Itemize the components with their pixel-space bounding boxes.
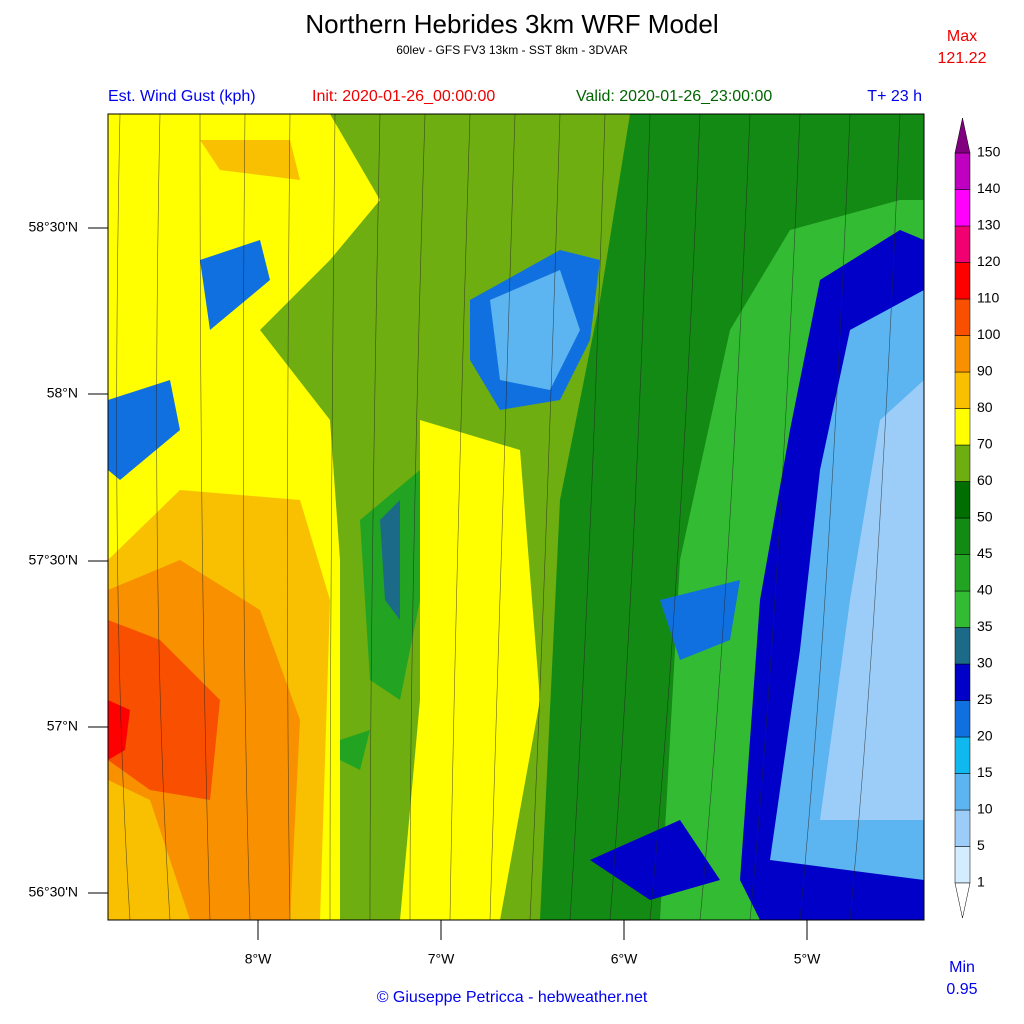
- colorbar-label: 120: [977, 253, 1001, 269]
- colorbar-label: 60: [977, 472, 993, 488]
- colorbar-box: [954, 517, 971, 555]
- colorbar-box: [954, 225, 971, 263]
- colorbar-box: [954, 298, 971, 336]
- colorbar-label: 20: [977, 728, 993, 744]
- lat-label: 56°30'N: [28, 884, 78, 900]
- map-frame: [107, 113, 925, 921]
- colorbar-label: 110: [977, 290, 1000, 306]
- subtitle: 60lev - GFS FV3 13km - SST 8km - 3DVAR: [396, 43, 628, 57]
- colorbar-label: 70: [977, 436, 993, 452]
- footer: © Giuseppe Petricca - hebweather.net: [377, 989, 648, 1006]
- forecast-hour: T+ 23 h: [867, 88, 922, 105]
- colorbar-label: 1: [977, 874, 985, 890]
- lat-label: 57°30'N: [28, 552, 78, 568]
- colorbar-label: 45: [977, 545, 993, 561]
- init-label: Init: 2020-01-26_00:00:00: [312, 88, 495, 105]
- lon-label: 5°W: [794, 951, 821, 967]
- colorbar-box: [954, 481, 971, 519]
- colorbar-box: [954, 773, 971, 811]
- colorbar-label: 5: [977, 837, 985, 853]
- lat-label: 58°N: [47, 385, 78, 401]
- colorbar-box: [954, 809, 971, 847]
- colorbar-label: 140: [977, 180, 1001, 196]
- colorbar-label: 10: [977, 801, 993, 817]
- lat-label: 58°30'N: [28, 219, 78, 235]
- colorbar-label: 40: [977, 582, 993, 598]
- colorbar-box: [954, 189, 971, 227]
- colorbar-box: [954, 335, 971, 373]
- colorbar-box: [954, 627, 971, 665]
- colorbar-label: 50: [977, 509, 993, 525]
- max-value: 121.22: [938, 50, 987, 67]
- colorbar-label: 90: [977, 363, 993, 379]
- colorbar-label: 35: [977, 618, 993, 634]
- colorbar-box: [954, 408, 971, 446]
- map-field: [108, 114, 924, 920]
- colorbar-box: [954, 262, 971, 300]
- streamlines: [116, 114, 901, 920]
- colorbar-box: [954, 444, 971, 482]
- colorbar-over: [954, 117, 971, 154]
- lat-label: 57°N: [47, 718, 78, 734]
- colorbar-box: [954, 736, 971, 774]
- colorbar-label: 130: [977, 217, 1001, 233]
- colorbar-box: [954, 371, 971, 409]
- colorbar-box: [954, 152, 971, 190]
- colorbar-label: 30: [977, 655, 993, 671]
- colorbar-label: 100: [977, 326, 1001, 342]
- variable-label: Est. Wind Gust (kph): [108, 88, 256, 105]
- lon-label: 7°W: [428, 951, 455, 967]
- colorbar-label: 15: [977, 764, 993, 780]
- colorbar-label: 25: [977, 691, 993, 707]
- colorbar-box: [954, 663, 971, 701]
- colorbar-under: [954, 882, 971, 919]
- colorbar-box: [954, 590, 971, 628]
- colorbar-label: 80: [977, 399, 993, 415]
- lon-label: 8°W: [245, 951, 272, 967]
- valid-label: Valid: 2020-01-26_23:00:00: [576, 88, 772, 105]
- min-value: 0.95: [946, 981, 977, 998]
- colorbar-box: [954, 700, 971, 738]
- colorbar-box: [954, 846, 971, 884]
- lon-label: 6°W: [611, 951, 638, 967]
- min-label: Min: [949, 959, 975, 976]
- colorbar-label: 150: [977, 144, 1001, 160]
- max-label: Max: [947, 28, 977, 45]
- title: Northern Hebrides 3km WRF Model: [305, 9, 718, 39]
- colorbar-box: [954, 554, 971, 592]
